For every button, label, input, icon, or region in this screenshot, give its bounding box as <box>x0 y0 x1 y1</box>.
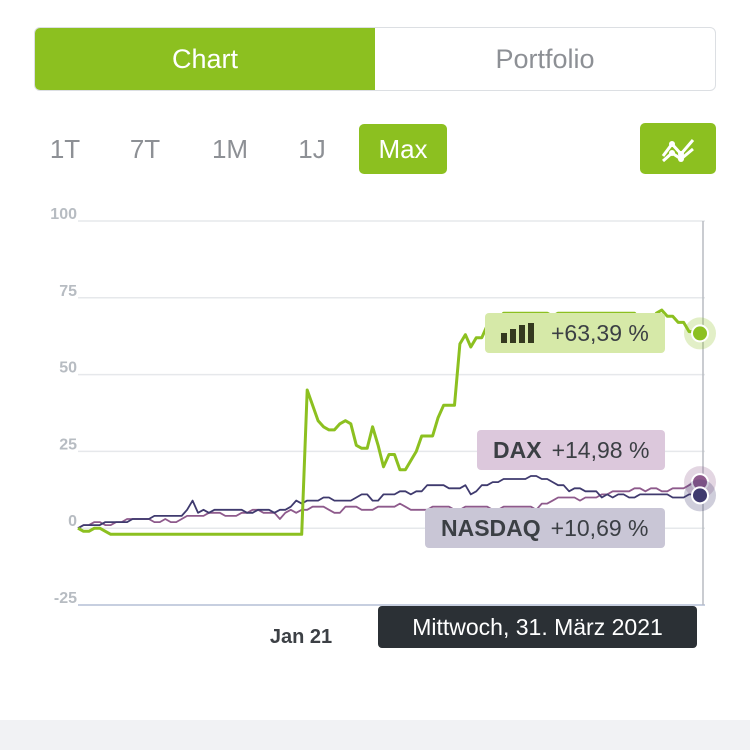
x-axis-ticks: Jan 21 <box>270 626 332 648</box>
legend-portfolio-value: +63,39 % <box>551 319 649 346</box>
y-tick-label: -25 <box>54 590 77 607</box>
series-line-dax <box>77 481 700 529</box>
end-marker-portfolio <box>691 324 709 343</box>
legend-portfolio-badge: +63,39 % <box>485 313 665 353</box>
tab-portfolio[interactable]: Portfolio <box>495 43 595 74</box>
legend-nasdaq-badge: NASDAQ +10,69 % <box>425 508 665 548</box>
legend-dax-value: +14,98 % <box>551 436 650 463</box>
y-axis-ticks: 100 75 50 25 0 -25 <box>50 206 77 607</box>
date-tooltip: Mittwoch, 31. März 2021 <box>378 606 697 648</box>
y-tick-label: 100 <box>50 206 77 223</box>
chart-type-button[interactable] <box>640 123 716 174</box>
view-switch: Chart Portfolio <box>34 27 716 91</box>
tab-chart[interactable]: Chart <box>35 28 375 90</box>
range-1m[interactable]: 1M <box>211 133 249 164</box>
legend-nasdaq-value: +10,69 % <box>550 514 649 541</box>
y-tick-label: 0 <box>68 513 77 530</box>
y-tick-label: 25 <box>59 436 77 453</box>
range-1j[interactable]: 1J <box>298 133 326 164</box>
y-tick-label: 75 <box>59 283 77 300</box>
end-marker-nasdaq <box>691 486 709 505</box>
legend-nasdaq-name: NASDAQ <box>441 514 541 541</box>
range-7t[interactable]: 7T <box>129 133 161 164</box>
chart-end-markers <box>684 317 716 512</box>
chart-card: Chart Portfolio 1T 7T 1M 1J Max 100 75 50 2… <box>0 0 750 720</box>
y-tick-label: 50 <box>59 360 77 377</box>
range-max[interactable]: Max <box>359 124 447 174</box>
legend-dax-name: DAX <box>493 436 542 463</box>
line-chart-icon <box>661 138 695 162</box>
bar-chart-icon <box>501 323 534 343</box>
x-tick-label: Jan 21 <box>270 626 332 648</box>
line-chart: 100 75 50 25 0 -25 Jan 21 <box>50 206 716 648</box>
series-line-nasdaq <box>77 475 701 529</box>
range-1t[interactable]: 1T <box>49 133 81 164</box>
legend-dax-badge: DAX +14,98 % <box>477 430 666 470</box>
